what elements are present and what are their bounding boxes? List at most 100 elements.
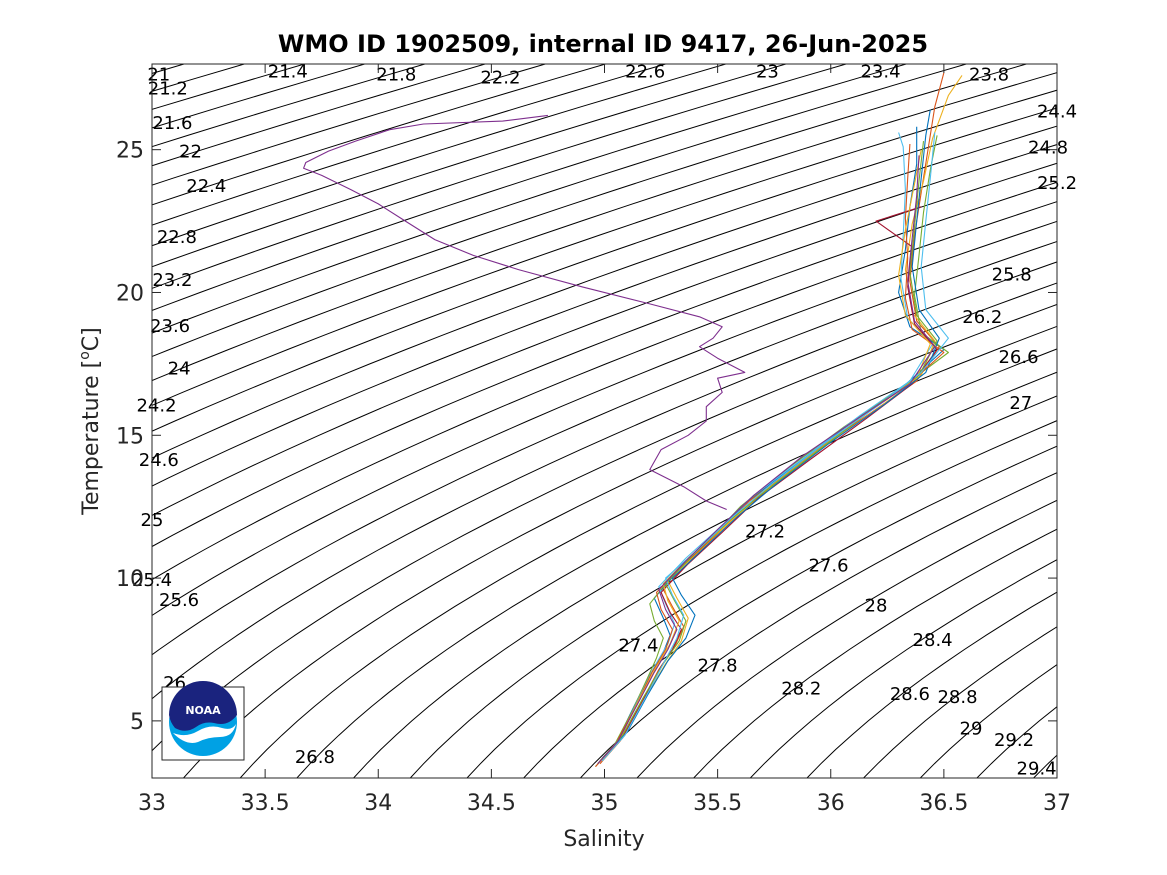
density-contour-label: 29.2 <box>994 730 1034 751</box>
density-contour-label: 28.6 <box>890 684 930 705</box>
density-contour-line <box>152 261 1057 700</box>
density-contour-line <box>693 528 1057 778</box>
x-tick-label: 33 <box>138 791 166 816</box>
density-contour-line <box>636 499 1057 778</box>
density-contour-label: 23.6 <box>150 316 190 337</box>
density-contour-line <box>152 64 606 206</box>
density-contour-label: 23.8 <box>969 64 1009 85</box>
density-contour-line <box>239 325 1057 778</box>
density-contours <box>152 64 1057 778</box>
density-contour-line <box>152 162 1057 517</box>
x-tick-label: 34 <box>364 791 392 816</box>
density-contour-label: 26.2 <box>962 307 1002 328</box>
y-axis-ticks: 5 10 15 20 25 <box>116 139 1057 735</box>
profile-line <box>597 155 936 765</box>
x-tick-label: 33.5 <box>241 791 290 816</box>
density-contour-line <box>152 201 1057 581</box>
density-contour-line <box>152 64 847 289</box>
density-contour-label: 27 <box>1009 393 1032 414</box>
x-tick-label: 34.5 <box>467 791 516 816</box>
density-contour-line <box>749 559 1057 778</box>
x-tick-label: 35.5 <box>693 791 742 816</box>
density-contour-line <box>152 64 1027 358</box>
density-contour-line <box>152 72 1057 382</box>
density-contour-label: 25.6 <box>159 590 199 611</box>
density-contour-line <box>523 445 1057 778</box>
x-axis-ticks: 33 33.5 34 34.5 35 35.5 36 36.5 37 <box>138 64 1071 816</box>
density-contour-label: 21.2 <box>148 79 188 100</box>
density-contour-line <box>152 64 546 186</box>
x-tick-label: 35 <box>591 791 619 816</box>
x-tick-label: 36 <box>817 791 845 816</box>
density-contour-label: 22.4 <box>186 176 226 197</box>
density-contour-line <box>152 64 666 226</box>
density-contour-label: 23.4 <box>860 62 900 83</box>
density-contour-label: 22 <box>179 142 202 163</box>
x-axis-label: Salinity <box>563 827 644 852</box>
x-tick-label: 37 <box>1043 791 1071 816</box>
density-contour-line <box>152 240 1057 656</box>
density-contour-label: 28.2 <box>781 679 821 700</box>
y-axis-label-unit: C] <box>79 327 104 351</box>
profile-line <box>303 114 746 511</box>
density-contour-label: 28.8 <box>937 687 977 708</box>
density-contour-label: 27.2 <box>745 521 785 542</box>
density-contour-line <box>353 371 1057 778</box>
density-contour-line <box>409 395 1057 778</box>
profile-line <box>599 141 938 762</box>
profile-line <box>601 132 949 762</box>
density-contour-line <box>152 144 1057 487</box>
profile-line <box>595 143 945 767</box>
density-contour-line <box>806 591 1057 778</box>
noaa-logo-wave-icon <box>173 724 236 743</box>
density-contour-label: 27.8 <box>698 656 738 677</box>
profile-line <box>601 109 940 759</box>
y-tick-label: 10 <box>116 567 144 592</box>
density-contour-label: 29.4 <box>1017 758 1057 779</box>
density-contour-label: 27.4 <box>618 636 658 657</box>
x-tick-label: 36.5 <box>919 791 968 816</box>
noaa-logo-text: NOAA <box>185 704 221 717</box>
y-tick-label: 25 <box>116 139 144 164</box>
density-contour-line <box>152 125 1057 459</box>
density-contour-line <box>863 626 1057 778</box>
y-tick-label: 15 <box>116 424 144 449</box>
density-contour-line <box>183 303 1057 778</box>
y-axis-label-main: Temperature [ <box>79 360 104 516</box>
density-contour-label: 25.8 <box>992 264 1032 285</box>
density-contour-line <box>152 64 967 334</box>
density-contour-label: 21.8 <box>376 64 416 85</box>
density-contour-label: 28.4 <box>913 630 953 651</box>
density-contour-label: 28 <box>865 596 888 617</box>
density-contour-line <box>152 64 907 311</box>
density-contour-line <box>152 282 1057 752</box>
y-axis-label-degree: o <box>77 351 93 360</box>
density-contour-label: 29 <box>960 718 983 739</box>
profile-series <box>303 72 963 767</box>
density-contour-line <box>466 420 1057 778</box>
density-contour-label: 22.2 <box>480 67 520 88</box>
noaa-logo-bird-icon <box>169 681 237 731</box>
density-contour-line <box>152 220 1057 617</box>
density-contour-label: 26.6 <box>998 347 1038 368</box>
density-contour-line <box>296 348 1057 778</box>
density-contour-label: 24.8 <box>1028 137 1068 158</box>
chart-title: WMO ID 1902509, internal ID 9417, 26-Jun… <box>278 30 928 58</box>
density-contour-label: 21 <box>147 64 170 85</box>
density-contour-label: 23.2 <box>152 270 192 291</box>
density-contour-label: 27.6 <box>808 556 848 577</box>
plot-area <box>152 64 1057 778</box>
density-contour-line <box>152 181 1057 548</box>
noaa-logo: NOAA <box>161 681 245 761</box>
density-contour-label: 26.8 <box>295 747 335 768</box>
density-contour-line <box>580 472 1057 778</box>
density-contour-label: 24.2 <box>136 396 176 417</box>
y-tick-label: 5 <box>130 710 144 735</box>
density-contour-line <box>152 64 787 268</box>
density-contour-label: 23 <box>756 62 779 83</box>
y-axis-label: Temperature [oC] <box>77 327 104 515</box>
density-contour-label: 22.6 <box>625 62 665 83</box>
density-contour-label: 21.6 <box>152 113 192 134</box>
